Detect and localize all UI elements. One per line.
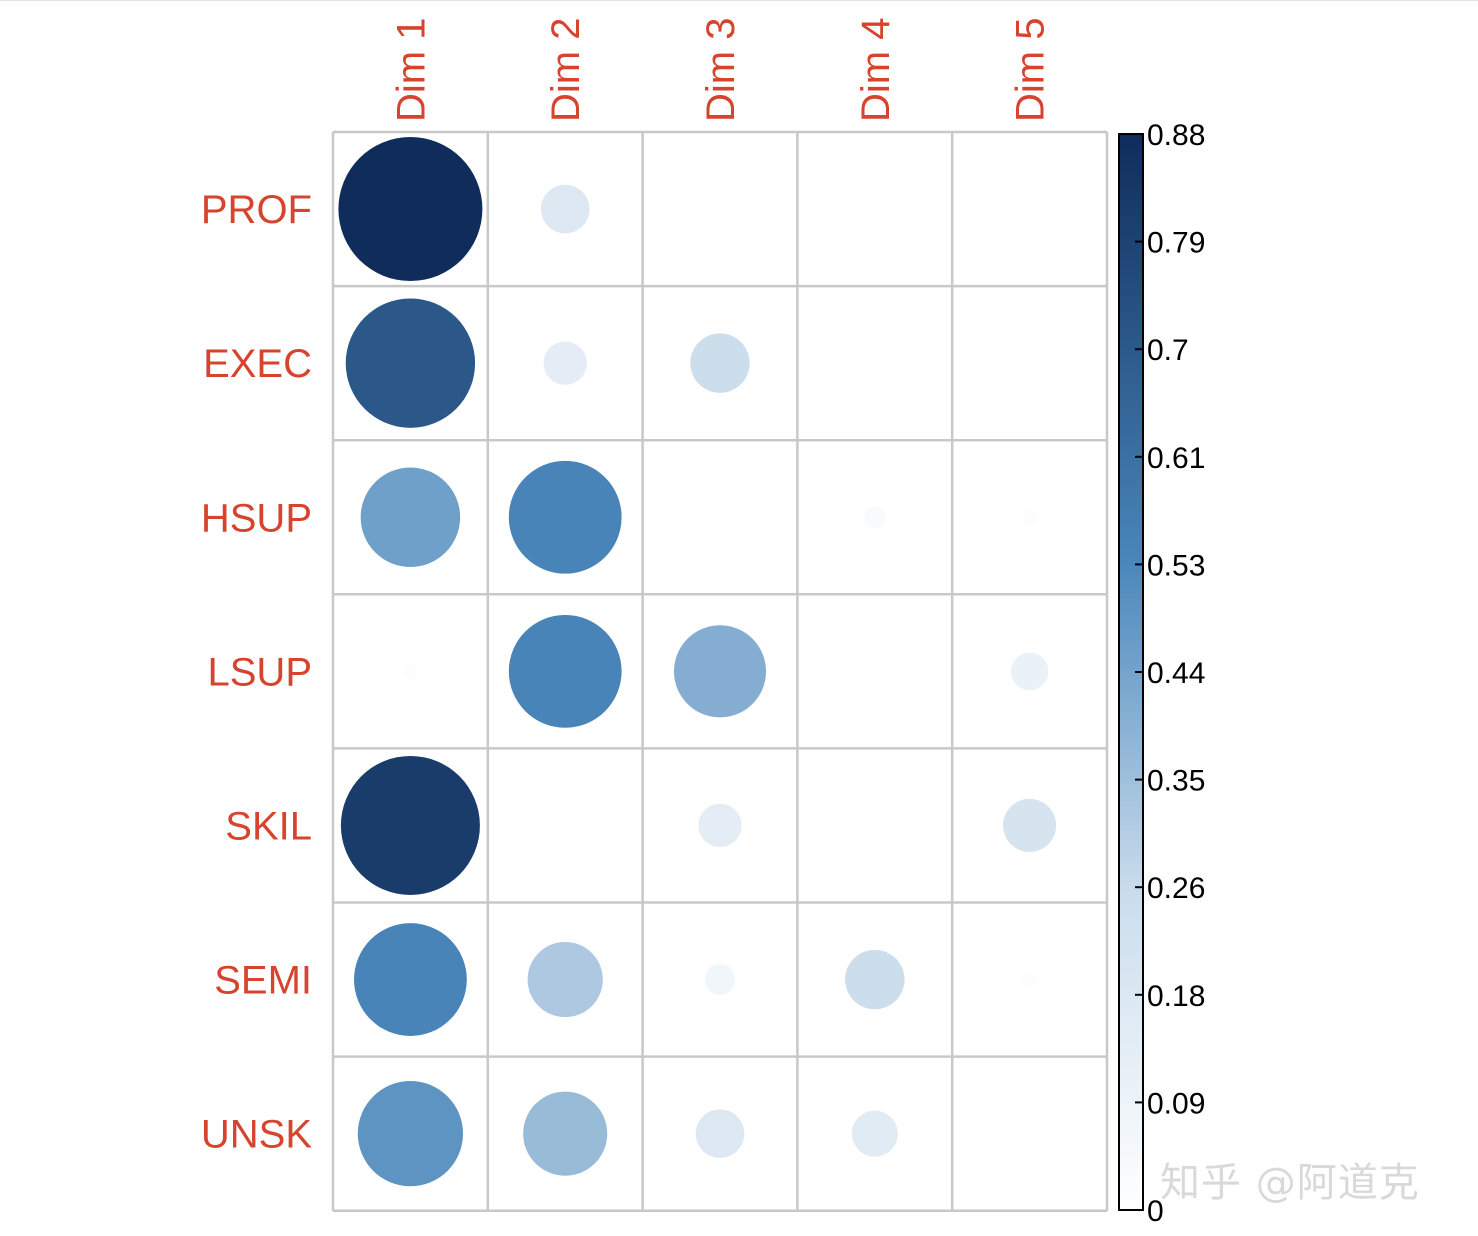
circle-exec-dim3 (690, 333, 750, 393)
row-label: HSUP (201, 496, 312, 540)
circle-semi-dim3 (704, 964, 736, 995)
column-labels: Dim 1 Dim 2 Dim 3 Dim 4 Dim 5 (389, 18, 1052, 122)
grid (331, 130, 1109, 1212)
row-label: SEMI (214, 959, 312, 1003)
circle-unsk-dim4 (851, 1110, 898, 1157)
circle-semi-dim5 (1021, 971, 1038, 988)
colorbar-tick-label: 0.53 (1147, 549, 1205, 582)
colorbar-tick-label: 0.18 (1147, 980, 1205, 1013)
row-labels: PROF EXEC HSUP LSUP SKIL SEMI UNSK (201, 188, 312, 1157)
circle-exec-dim1 (345, 298, 476, 428)
circle-hsup-dim1 (360, 467, 461, 567)
colorbar-tick-label: 0.44 (1147, 657, 1205, 690)
circle-lsup-dim1 (402, 663, 419, 680)
circle-lsup-dim3 (673, 625, 767, 718)
circles (338, 137, 1057, 1187)
circle-prof-dim2 (540, 184, 590, 234)
colorbar: 0.88 0.79 0.7 0.61 0.53 0.44 0.35 0.26 0.18 0.09 0 (1118, 119, 1205, 1228)
colorbar-tick-label: 0.35 (1147, 765, 1205, 798)
colorbar-tick-label: 0.61 (1147, 442, 1205, 475)
circle-semi-dim1 (353, 923, 467, 1036)
circle-prof-dim1 (338, 137, 483, 282)
circle-unsk-dim3 (695, 1109, 745, 1158)
circle-semi-dim2 (527, 941, 603, 1018)
circle-skil-dim3 (698, 803, 742, 848)
circle-hsup-dim4 (863, 506, 886, 529)
circle-skil-dim5 (1003, 798, 1057, 853)
colorbar-tick-label: 0 (1147, 1195, 1164, 1228)
watermark: 知乎 @阿道克 (1160, 1160, 1420, 1206)
colorbar-tick-label: 0.09 (1147, 1087, 1205, 1120)
column-label: Dim 5 (1009, 18, 1053, 122)
circle-lsup-dim2 (508, 614, 622, 728)
top-border-line (0, 0, 1478, 1)
row-label: LSUP (208, 650, 313, 694)
row-label: UNSK (201, 1113, 312, 1157)
circle-unsk-dim1 (357, 1081, 464, 1187)
circle-hsup-dim2 (508, 460, 622, 574)
column-label: Dim 1 (389, 18, 433, 122)
row-label: PROF (201, 188, 312, 232)
colorbar-tick-label: 0.79 (1147, 227, 1205, 260)
column-label: Dim 3 (699, 18, 743, 122)
circle-semi-dim4 (845, 949, 905, 1010)
colorbar-tick-label: 0.7 (1147, 334, 1189, 367)
row-label: EXEC (203, 342, 312, 386)
colorbar-tick-label: 0.26 (1147, 872, 1205, 905)
circle-unsk-dim2 (523, 1091, 608, 1176)
column-label: Dim 4 (854, 18, 898, 122)
circle-lsup-dim5 (1010, 652, 1049, 691)
circle-exec-dim2 (543, 341, 587, 385)
row-label: SKIL (225, 804, 312, 848)
circle-hsup-dim5 (1021, 509, 1038, 525)
column-label: Dim 2 (544, 18, 588, 122)
circle-skil-dim1 (340, 755, 480, 895)
colorbar-tick-label: 0.88 (1147, 119, 1205, 152)
